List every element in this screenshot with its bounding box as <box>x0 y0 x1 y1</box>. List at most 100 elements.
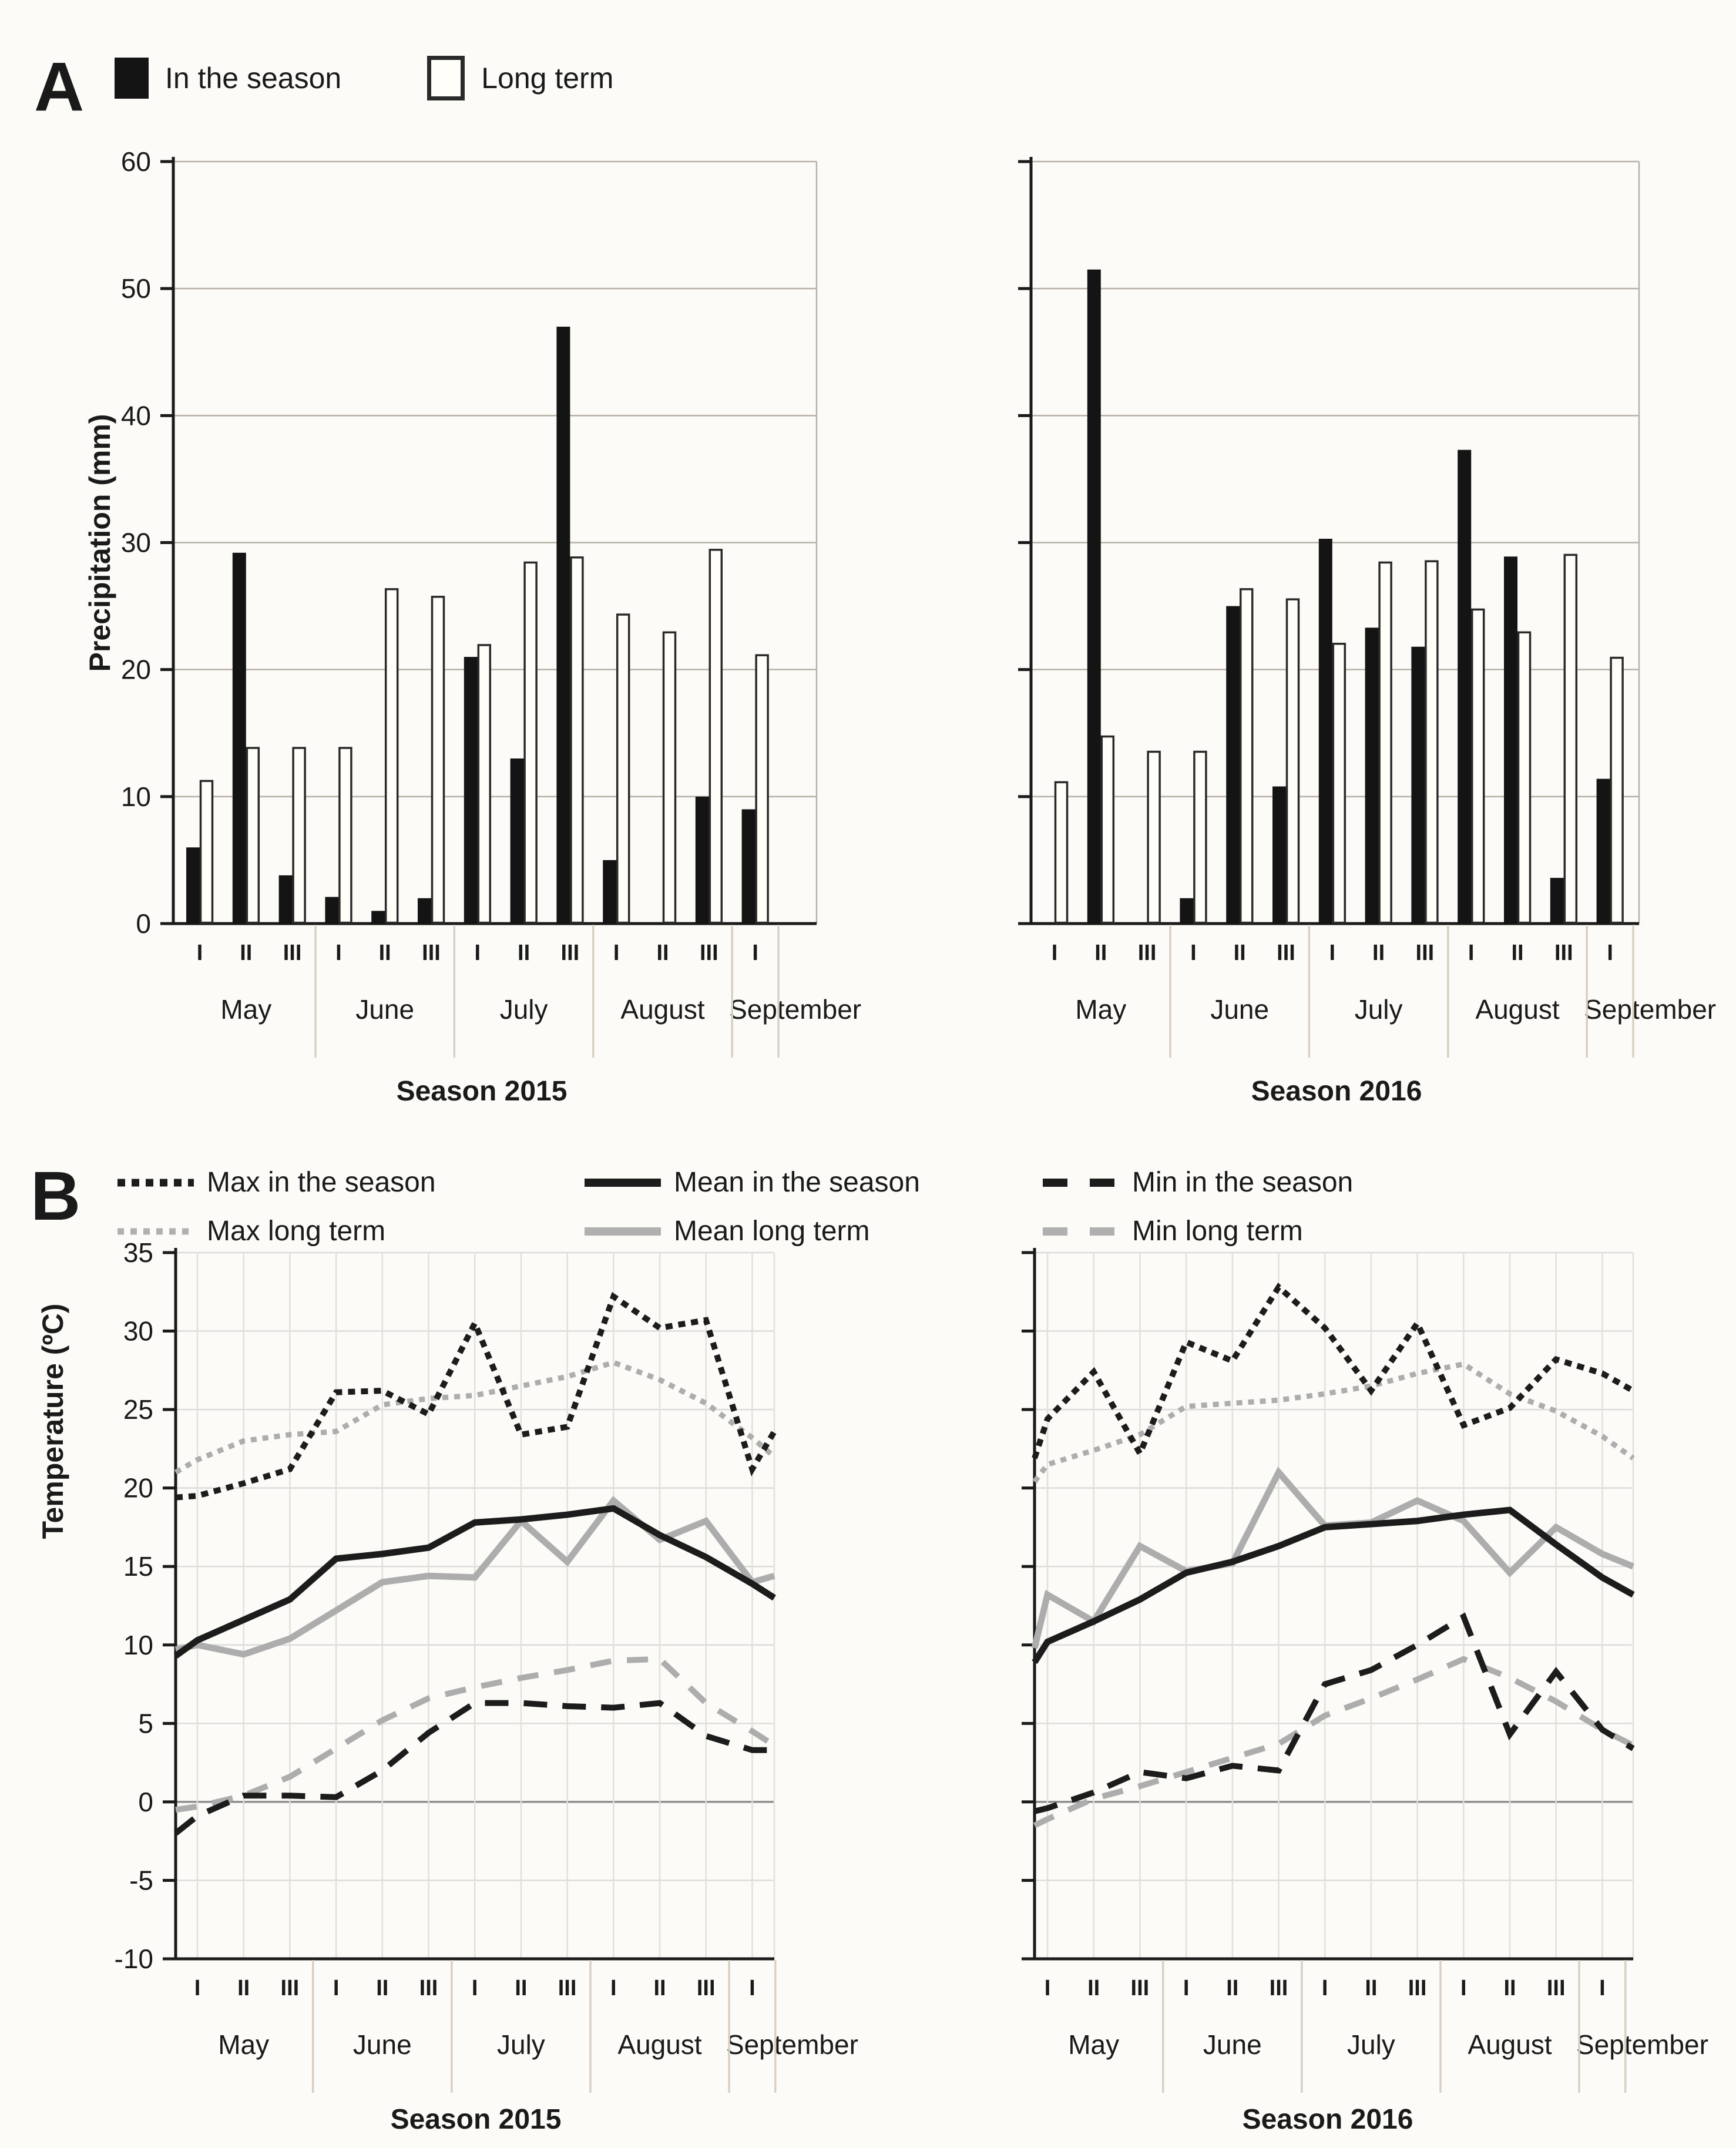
month-label: July <box>1347 2029 1395 2060</box>
month-label: July <box>497 2029 545 2060</box>
decade-tick-label: II <box>237 1976 250 2001</box>
month-label: September <box>729 994 861 1025</box>
y-tick-label: 30 <box>123 1316 153 1347</box>
y-tick-label: 20 <box>121 655 151 685</box>
decade-tick-label: III <box>1408 1976 1427 2001</box>
y-tick-label: 50 <box>121 273 151 304</box>
y-tick-label: 10 <box>123 1630 153 1660</box>
y-tick-label: 0 <box>138 1787 153 1817</box>
line-max-long-term <box>1032 1361 1635 1484</box>
decade-tick-label: I <box>1045 1976 1051 2001</box>
bar-long-term <box>199 780 214 924</box>
month-label: May <box>1075 994 1126 1025</box>
line-max-in-the-season <box>1032 1283 1635 1461</box>
legend-mean-season-label: Mean in the season <box>674 1167 920 1198</box>
bar-long-term <box>616 613 630 924</box>
decade-tick-label: II <box>1094 941 1107 965</box>
month-label: September <box>1584 994 1716 1025</box>
y-tick-label: 15 <box>123 1551 153 1582</box>
decade-tick-label: I <box>1468 941 1475 965</box>
decade-tick-label: I <box>1322 1976 1328 2001</box>
line-min-in-the-season <box>1033 1612 1635 1814</box>
legend-mean-longterm-label: Mean long term <box>674 1216 870 1247</box>
decade-tick-label: I <box>197 941 203 965</box>
decade-tick-label: II <box>1087 1976 1100 2001</box>
bar-long-term <box>570 556 584 924</box>
decade-tick-label: II <box>656 941 669 965</box>
mean-long-term-line-icon <box>585 1227 661 1236</box>
y-tick-label: 40 <box>121 400 151 431</box>
season-2016-precip-title: Season 2016 <box>1251 1076 1422 1107</box>
bar-long-term <box>1285 598 1300 924</box>
bar-in-season <box>1272 786 1286 924</box>
bar-in-season <box>1180 898 1194 924</box>
bar-long-term <box>1054 781 1069 924</box>
mean-in-season-line-icon <box>585 1178 661 1187</box>
bar-in-season <box>418 898 431 924</box>
decade-tick-label: II <box>1511 941 1523 965</box>
decade-tick-label: II <box>1503 1976 1516 2001</box>
y-tick-label: 0 <box>136 908 151 939</box>
bar-long-term <box>523 561 538 924</box>
decade-tick-label: II <box>379 941 391 965</box>
bar-in-season <box>371 911 385 924</box>
bar-in-season <box>1550 878 1564 924</box>
line-mean-long-term <box>1031 1466 1635 1649</box>
decade-tick-label: I <box>335 941 342 965</box>
bar-long-term <box>755 654 769 924</box>
y-tick-label: 25 <box>123 1394 153 1425</box>
bar-in-season <box>1087 269 1101 924</box>
bar-in-season <box>1596 778 1610 924</box>
bar-long-term <box>431 596 445 924</box>
bar-in-season <box>510 758 524 924</box>
decade-tick-label: I <box>333 1976 340 2001</box>
decade-tick-label: III <box>1416 941 1435 965</box>
panel-b-letter: B <box>31 1157 81 1235</box>
bar-long-term <box>1470 608 1485 924</box>
legend-max-season-label: Max in the season <box>207 1167 436 1198</box>
decade-tick-label: II <box>1365 1976 1377 2001</box>
line-max-long-term <box>174 1360 776 1475</box>
legend-min-season-label: Min in the season <box>1132 1167 1354 1198</box>
decade-tick-label: III <box>697 1976 716 2001</box>
line-min-long-term <box>175 1656 776 1813</box>
decade-tick-label: III <box>1277 941 1295 965</box>
month-label: June <box>353 2029 412 2060</box>
legend-max-longterm-label: Max long term <box>207 1216 386 1247</box>
line-mean-in-the-season <box>1032 1506 1635 1664</box>
decade-tick-label: II <box>518 941 530 965</box>
panel-a-legend: In the season Long term <box>115 56 613 100</box>
month-label: September <box>726 2029 858 2060</box>
decade-tick-label: II <box>515 1976 527 2001</box>
bar-in-season <box>278 875 293 924</box>
legend-long-term-label: Long term <box>481 62 614 95</box>
decade-tick-label: II <box>1372 941 1385 965</box>
bar-in-season <box>1226 606 1240 924</box>
bar-in-season <box>695 796 709 924</box>
bar-long-term <box>246 747 260 924</box>
bar-long-term <box>1425 560 1439 924</box>
bar-long-term <box>1239 588 1254 924</box>
decade-tick-label: I <box>1607 941 1613 965</box>
decade-tick-label: II <box>1234 941 1246 965</box>
decade-tick-label: I <box>472 1976 478 2001</box>
bar-long-term <box>1193 750 1207 924</box>
decade-tick-label: I <box>1190 941 1197 965</box>
decade-tick-label: II <box>240 941 252 965</box>
line-min-long-term <box>1033 1656 1635 1828</box>
decade-tick-label: II <box>376 1976 388 2001</box>
bar-long-term <box>292 747 306 924</box>
season-2015-temp-title: Season 2015 <box>390 2104 562 2135</box>
decade-tick-label: III <box>422 941 441 965</box>
month-label: August <box>1475 994 1559 1025</box>
decade-tick-label: I <box>1183 1976 1190 2001</box>
month-label: August <box>617 2029 701 2060</box>
bar-in-season <box>325 897 339 924</box>
month-label: August <box>1468 2029 1552 2060</box>
min-in-season-line-icon <box>1043 1178 1119 1187</box>
y-tick-label: -10 <box>115 1944 153 1974</box>
bar-long-term <box>384 588 399 924</box>
decade-tick-label: I <box>610 1976 617 2001</box>
bar-in-season <box>1458 449 1472 924</box>
